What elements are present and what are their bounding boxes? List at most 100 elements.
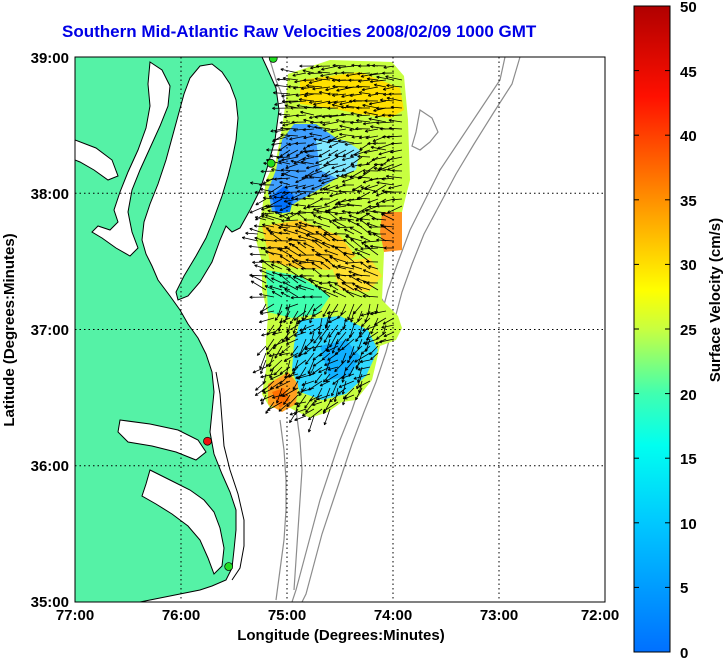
- velocity-arrow: [341, 380, 347, 395]
- velocity-arrow: [309, 310, 315, 324]
- velocity-arrow: [262, 387, 275, 394]
- velocity-arrow: [303, 242, 315, 249]
- velocity-arrow: [388, 92, 403, 96]
- velocity-arrow: [388, 126, 403, 131]
- velocity-arrow: [249, 227, 267, 235]
- velocity-arrow: [275, 380, 291, 389]
- velocity-arrow: [362, 338, 379, 345]
- velocity-arrow: [331, 238, 347, 242]
- velocity-arrow: [327, 92, 338, 96]
- velocity-arrow: [269, 154, 283, 158]
- velocity-arrow: [276, 155, 291, 160]
- velocity-arrow: [367, 230, 379, 235]
- velocity-arrow: [349, 226, 363, 235]
- velocity-arrow: [261, 223, 275, 228]
- velocity-arrow: [304, 345, 323, 351]
- velocity-arrow: [256, 345, 267, 356]
- velocity-arrow: [322, 187, 339, 193]
- velocity-arrow: [337, 387, 347, 395]
- velocity-arrow: [306, 142, 323, 148]
- velocity-arrow: [340, 170, 355, 177]
- velocity-arrow: [301, 380, 315, 386]
- velocity-arrow: [331, 244, 347, 249]
- velocity-arrow: [354, 288, 371, 298]
- velocity-arrow: [349, 93, 363, 97]
- velocity-arrow: [312, 401, 323, 406]
- velocity-arrow: [368, 265, 379, 270]
- velocity-arrow: [294, 401, 307, 406]
- velocity-arrow: [282, 281, 299, 291]
- velocity-arrow: [369, 79, 387, 84]
- velocity-arrow: [268, 352, 283, 358]
- velocity-arrow: [281, 93, 299, 98]
- velocity-arrow: [289, 408, 307, 416]
- velocity-arrow: [312, 86, 331, 91]
- velocity-arrow: [356, 252, 371, 263]
- velocity-arrow: [298, 261, 315, 265]
- velocity-arrow: [332, 373, 347, 385]
- velocity-arrow: [315, 64, 331, 68]
- velocity-arrow: [303, 93, 315, 98]
- velocity-arrow: [276, 77, 291, 82]
- velocity-arrow: [323, 408, 331, 426]
- velocity-arrow: [376, 75, 395, 81]
- velocity-arrow: [290, 106, 306, 110]
- velocity-arrow: [293, 310, 307, 321]
- colorbar-tick-label: 40: [680, 128, 697, 145]
- velocity-arrow: [314, 284, 331, 291]
- colorbar-ticks: [634, 5, 670, 653]
- velocity-arrow: [283, 228, 299, 235]
- velocity-arrow: [292, 380, 299, 391]
- velocity-arrow: [370, 310, 387, 316]
- velocity-arrow: [323, 232, 339, 242]
- velocity-arrow: [274, 83, 291, 88]
- velocity-arrow: [328, 220, 339, 228]
- velocity-arrow: [304, 149, 323, 154]
- velocity-arrow: [288, 237, 307, 242]
- velocity-arrow: [344, 85, 363, 89]
- velocity-arrow: [346, 331, 355, 342]
- velocity-arrow: [371, 64, 387, 68]
- velocity-arrow: [318, 177, 331, 182]
- velocity-arrow: [325, 373, 339, 382]
- velocity-arrow: [260, 169, 275, 174]
- velocity-arrow: [345, 235, 363, 242]
- velocity-arrow: [328, 142, 339, 148]
- velocity-arrow: [279, 317, 291, 324]
- x-tick-label: 73:00: [480, 607, 518, 624]
- velocity-arrow: [250, 280, 267, 291]
- velocity-arrow: [343, 228, 355, 235]
- velocity-arrow: [320, 261, 331, 270]
- velocity-arrow: [309, 394, 323, 402]
- x-axis-label: Longitude (Degrees:Minutes): [237, 627, 445, 644]
- velocity-arrow: [274, 310, 283, 321]
- velocity-arrow: [327, 366, 339, 371]
- velocity-arrow: [383, 65, 395, 69]
- station-marker: [268, 57, 278, 63]
- velocity-arrow: [368, 232, 387, 236]
- velocity-arrow: [272, 106, 291, 110]
- velocity-arrow: [315, 209, 331, 214]
- velocity-arrow: [245, 231, 259, 235]
- velocity-arrow: [345, 261, 363, 265]
- velocity-arrow: [259, 269, 275, 277]
- velocity-arrow: [323, 128, 339, 132]
- plot-frame: [74, 56, 606, 603]
- velocity-arrow: [331, 380, 339, 397]
- velocity-arrow: [362, 269, 379, 277]
- velocity-arrow: [329, 191, 347, 198]
- velocity-arrow: [350, 111, 363, 116]
- velocity-arrow: [373, 167, 387, 172]
- velocity-arrow: [337, 139, 355, 144]
- velocity-arrow: [350, 310, 355, 323]
- station-marker: [224, 562, 234, 571]
- velocity-arrow: [382, 86, 395, 91]
- velocity-arrow: [283, 352, 299, 362]
- velocity-arrow: [326, 310, 339, 315]
- velocity-arrow: [362, 169, 379, 173]
- velocity-arrow: [314, 239, 331, 249]
- velocity-arrow: [376, 238, 395, 242]
- velocity-arrow: [289, 408, 299, 424]
- velocity-arrow: [271, 168, 283, 172]
- velocity-arrow: [364, 99, 379, 103]
